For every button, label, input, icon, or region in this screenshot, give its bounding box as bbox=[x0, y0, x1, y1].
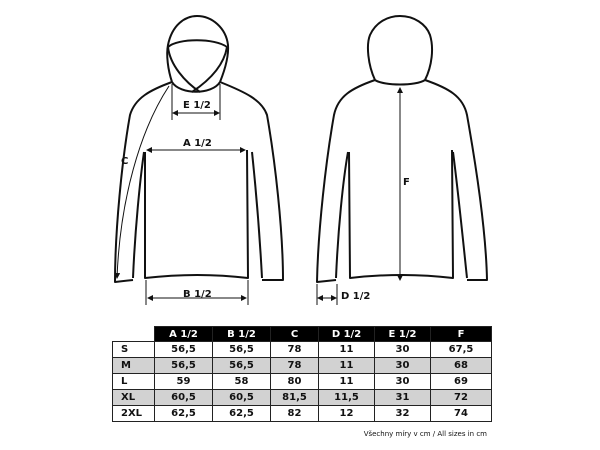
table-cell: 67,5 bbox=[430, 341, 492, 358]
table-cell: 30 bbox=[374, 357, 431, 374]
col-a: A 1/2 bbox=[154, 326, 213, 342]
col-f: F bbox=[430, 326, 492, 342]
table-cell: 62,5 bbox=[212, 405, 271, 422]
size-label: L bbox=[112, 373, 155, 390]
table-cell: 12 bbox=[318, 405, 375, 422]
size-label: XL bbox=[112, 389, 155, 406]
table-cell: 82 bbox=[270, 405, 319, 422]
table-cell: 69 bbox=[430, 373, 492, 390]
label-b: B 1/2 bbox=[183, 289, 212, 300]
back-hoodie bbox=[316, 15, 488, 283]
table-cell: 58 bbox=[212, 373, 271, 390]
table-cell: 60,5 bbox=[212, 389, 271, 406]
size-table: A 1/2 B 1/2 C D 1/2 E 1/2 F S 56,5 56,5 78 1… bbox=[112, 326, 492, 422]
label-c: C bbox=[121, 156, 128, 167]
table-cell: 30 bbox=[374, 341, 431, 358]
table-cell: 78 bbox=[270, 341, 319, 358]
table-row: 2XL 62,5 62,5 82 12 32 74 bbox=[112, 405, 492, 422]
table-cell: 59 bbox=[154, 373, 213, 390]
col-d: D 1/2 bbox=[318, 326, 375, 342]
table-cell: 72 bbox=[430, 389, 492, 406]
table-cell: 74 bbox=[430, 405, 492, 422]
table-cell: 78 bbox=[270, 357, 319, 374]
label-d: D 1/2 bbox=[341, 291, 370, 302]
table-cell: 11 bbox=[318, 357, 375, 374]
table-cell: 60,5 bbox=[154, 389, 213, 406]
table-cell: 62,5 bbox=[154, 405, 213, 422]
table-cell: 30 bbox=[374, 373, 431, 390]
table-cell: 56,5 bbox=[154, 357, 213, 374]
table-cell: 56,5 bbox=[212, 357, 271, 374]
table-cell: 68 bbox=[430, 357, 492, 374]
size-label: 2XL bbox=[112, 405, 155, 422]
front-measurements bbox=[114, 84, 249, 305]
label-a: A 1/2 bbox=[183, 138, 212, 149]
table-row: M 56,5 56,5 78 11 30 68 bbox=[112, 357, 492, 374]
table-row: XL 60,5 60,5 81,5 11,5 31 72 bbox=[112, 389, 492, 406]
table-cell: 11,5 bbox=[318, 389, 375, 406]
col-e: E 1/2 bbox=[374, 326, 431, 342]
table-cell: 32 bbox=[374, 405, 431, 422]
table-cell: 81,5 bbox=[270, 389, 319, 406]
table-cell: 11 bbox=[318, 373, 375, 390]
table-header: A 1/2 B 1/2 C D 1/2 E 1/2 F bbox=[112, 326, 492, 342]
label-e: E 1/2 bbox=[183, 100, 211, 111]
units-note: Všechny míry v cm / All sizes in cm bbox=[363, 430, 487, 438]
table-cell: 11 bbox=[318, 341, 375, 358]
table-row: S 56,5 56,5 78 11 30 67,5 bbox=[112, 341, 492, 358]
col-b: B 1/2 bbox=[212, 326, 271, 342]
label-f: F bbox=[403, 177, 410, 188]
table-cell: 56,5 bbox=[212, 341, 271, 358]
size-label: M bbox=[112, 357, 155, 374]
col-c: C bbox=[270, 326, 319, 342]
hoodie-diagram: E 1/2 A 1/2 B 1/2 C F D 1/2 bbox=[114, 15, 488, 305]
c-arrow bbox=[114, 85, 170, 279]
table-row: L 59 58 80 11 30 69 bbox=[112, 373, 492, 390]
front-hoodie bbox=[114, 15, 284, 283]
size-label: S bbox=[112, 341, 155, 358]
table-cell: 56,5 bbox=[154, 341, 213, 358]
back-measurements bbox=[316, 87, 403, 305]
table-cell: 80 bbox=[270, 373, 319, 390]
table-cell: 31 bbox=[374, 389, 431, 406]
